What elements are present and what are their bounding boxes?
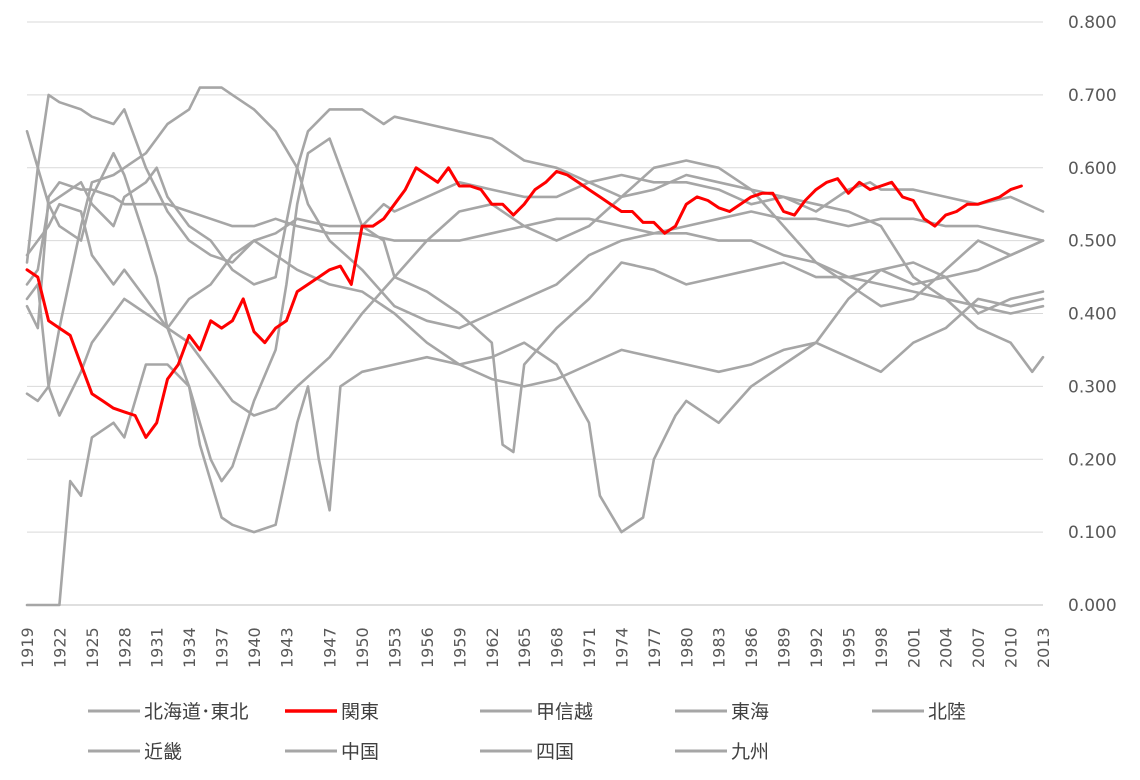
legend-label: 四国 <box>536 741 574 763</box>
x-tick-label: 1959 <box>450 627 469 668</box>
x-tick-label: 1980 <box>677 627 696 668</box>
series-line-gray <box>25 86 1045 403</box>
x-tick-label: 1965 <box>515 627 534 668</box>
x-axis-ticks: 1919 1922 1925 1928 1931 1934 1937 1940 1943 1947… <box>18 627 1053 668</box>
legend-label: 関東 <box>341 701 379 723</box>
y-tick-label: 0.800 <box>1068 13 1117 33</box>
x-tick-label: 2010 <box>1002 627 1021 668</box>
y-tick-label: 0.000 <box>1068 596 1117 616</box>
y-tick-label: 0.300 <box>1068 377 1117 397</box>
x-tick-label: 1989 <box>775 627 794 668</box>
x-tick-label: 1971 <box>580 627 599 668</box>
series-line-gray <box>25 202 1045 454</box>
series-line-gray <box>25 108 1045 374</box>
y-tick-label: 0.100 <box>1068 523 1117 543</box>
series-line-gray <box>25 181 1045 330</box>
x-tick-label: 1977 <box>645 627 664 668</box>
gridlines <box>27 21 1043 606</box>
x-tick-label: 1962 <box>483 627 502 668</box>
legend-label: 近畿 <box>144 741 182 763</box>
x-tick-label: 2013 <box>1034 627 1053 668</box>
series-line-gray <box>25 239 1045 417</box>
x-tick-label: 1919 <box>18 627 37 668</box>
x-tick-label: 1995 <box>839 627 858 668</box>
legend-label: 東海 <box>731 701 769 723</box>
y-tick-label: 0.600 <box>1068 159 1117 179</box>
x-tick-label: 1928 <box>115 627 134 668</box>
x-tick-label: 1992 <box>807 627 826 668</box>
legend-label: 甲信越 <box>536 701 593 723</box>
y-tick-label: 0.500 <box>1068 232 1117 252</box>
legend-label: 中国 <box>341 741 379 763</box>
x-tick-label: 1998 <box>872 627 891 668</box>
series-line-gray <box>25 261 1045 607</box>
x-tick-label: 2007 <box>969 627 988 668</box>
x-tick-label: 1931 <box>148 627 167 668</box>
x-tick-label: 1943 <box>277 627 296 668</box>
x-tick-label: 1947 <box>321 627 340 668</box>
x-tick-label: 1934 <box>180 627 199 668</box>
x-tick-label: 1922 <box>50 627 69 668</box>
y-tick-label: 0.700 <box>1068 86 1117 106</box>
x-tick-label: 1940 <box>245 627 264 668</box>
legend-label: 北海道･東北 <box>144 701 249 723</box>
x-tick-label: 2001 <box>904 627 923 668</box>
y-tick-label: 0.200 <box>1068 450 1117 470</box>
y-axis-ticks: 0.000 0.100 0.200 0.300 0.400 0.500 0.600 0.700… <box>1068 13 1117 616</box>
x-tick-label: 1968 <box>548 627 567 668</box>
x-tick-label: 1950 <box>353 627 372 668</box>
x-tick-label: 1956 <box>418 627 437 668</box>
x-tick-label: 1937 <box>213 627 232 668</box>
x-tick-label: 1925 <box>83 627 102 668</box>
x-tick-label: 1974 <box>612 627 631 668</box>
legend-label: 北陸 <box>928 701 966 723</box>
series-line-highlight <box>25 166 1023 439</box>
series-line-gray <box>25 93 1045 264</box>
x-tick-label: 1953 <box>385 627 404 668</box>
series-lines <box>25 86 1045 607</box>
y-tick-label: 0.400 <box>1068 305 1117 325</box>
legend-label: 九州 <box>731 741 769 763</box>
x-tick-label: 2004 <box>937 627 956 668</box>
x-tick-label: 1983 <box>710 627 729 668</box>
x-tick-label: 1986 <box>742 627 761 668</box>
